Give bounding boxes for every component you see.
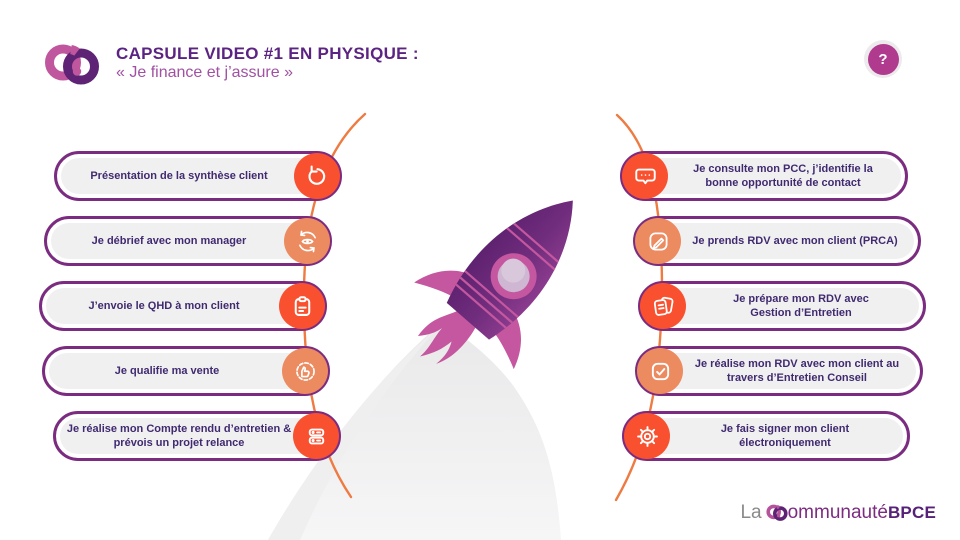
chat-dots-icon xyxy=(622,153,668,199)
clipboard-icon xyxy=(279,283,325,329)
community-logo-small-icon xyxy=(766,504,788,521)
eye-refresh-icon xyxy=(284,218,330,264)
gear-icon xyxy=(624,413,670,459)
step-label: Je réalise mon Compte rendu d’entretien … xyxy=(66,422,292,449)
step-label: Je prends RDV avec mon client (PRCA) xyxy=(692,234,898,247)
step-pill-consulte-pcc: Je consulte mon PCC, j’identifie la bonn… xyxy=(620,151,908,201)
brand-logo: La ommunauté BPCE xyxy=(740,502,936,524)
pen-icon xyxy=(635,218,681,264)
step-pill-signature-electronique: Je fais signer mon client électroniqueme… xyxy=(622,411,910,461)
step-label: Je prépare mon RDV avec Gestion d’Entret… xyxy=(733,292,869,319)
server-stack-icon xyxy=(293,413,339,459)
step-label: Je qualifie ma vente xyxy=(114,364,220,377)
step-label: Présentation de la synthèse client xyxy=(90,169,268,182)
community-logo-icon xyxy=(45,44,99,85)
undo-arrow-icon xyxy=(294,153,340,199)
step-label: J’envoie le QHD à mon client xyxy=(88,299,240,312)
step-pill-debrief-manager: Je débrief avec mon manager xyxy=(44,216,332,266)
documents-icon xyxy=(640,283,686,329)
step-pill-realise-rdv: Je réalise mon RDV avec mon client au tr… xyxy=(635,346,923,396)
help-button[interactable]: ? xyxy=(864,40,902,78)
page-title: CAPSULE VIDEO #1 EN PHYSIQUE : xyxy=(116,44,419,63)
step-pill-presentation-synthese: Présentation de la synthèse client xyxy=(54,151,342,201)
check-square-icon xyxy=(637,348,683,394)
step-label: Je réalise mon RDV avec mon client au tr… xyxy=(694,357,900,384)
step-pill-prends-rdv: Je prends RDV avec mon client (PRCA) xyxy=(633,216,921,266)
step-label: Je fais signer mon client électroniqueme… xyxy=(720,422,850,449)
step-label: Je consulte mon PCC, j’identifie la bonn… xyxy=(693,162,873,189)
brand-prefix: La xyxy=(740,502,762,523)
step-label: Je débrief avec mon manager xyxy=(91,234,247,247)
question-mark-icon: ? xyxy=(867,43,899,75)
badge-thumbs-up-icon xyxy=(282,348,328,394)
brand-suffix: BPCE xyxy=(887,503,936,522)
step-pill-envoi-qhd: J’envoie le QHD à mon client xyxy=(39,281,327,331)
step-pill-prepare-rdv: Je prépare mon RDV avec Gestion d’Entret… xyxy=(638,281,926,331)
step-pill-compte-rendu: Je réalise mon Compte rendu d’entretien … xyxy=(53,411,341,461)
brand-middle: ommunauté xyxy=(787,502,888,523)
step-pill-qualifie-vente: Je qualifie ma vente xyxy=(42,346,330,396)
page-subtitle: « Je finance et j’assure » xyxy=(116,64,293,81)
